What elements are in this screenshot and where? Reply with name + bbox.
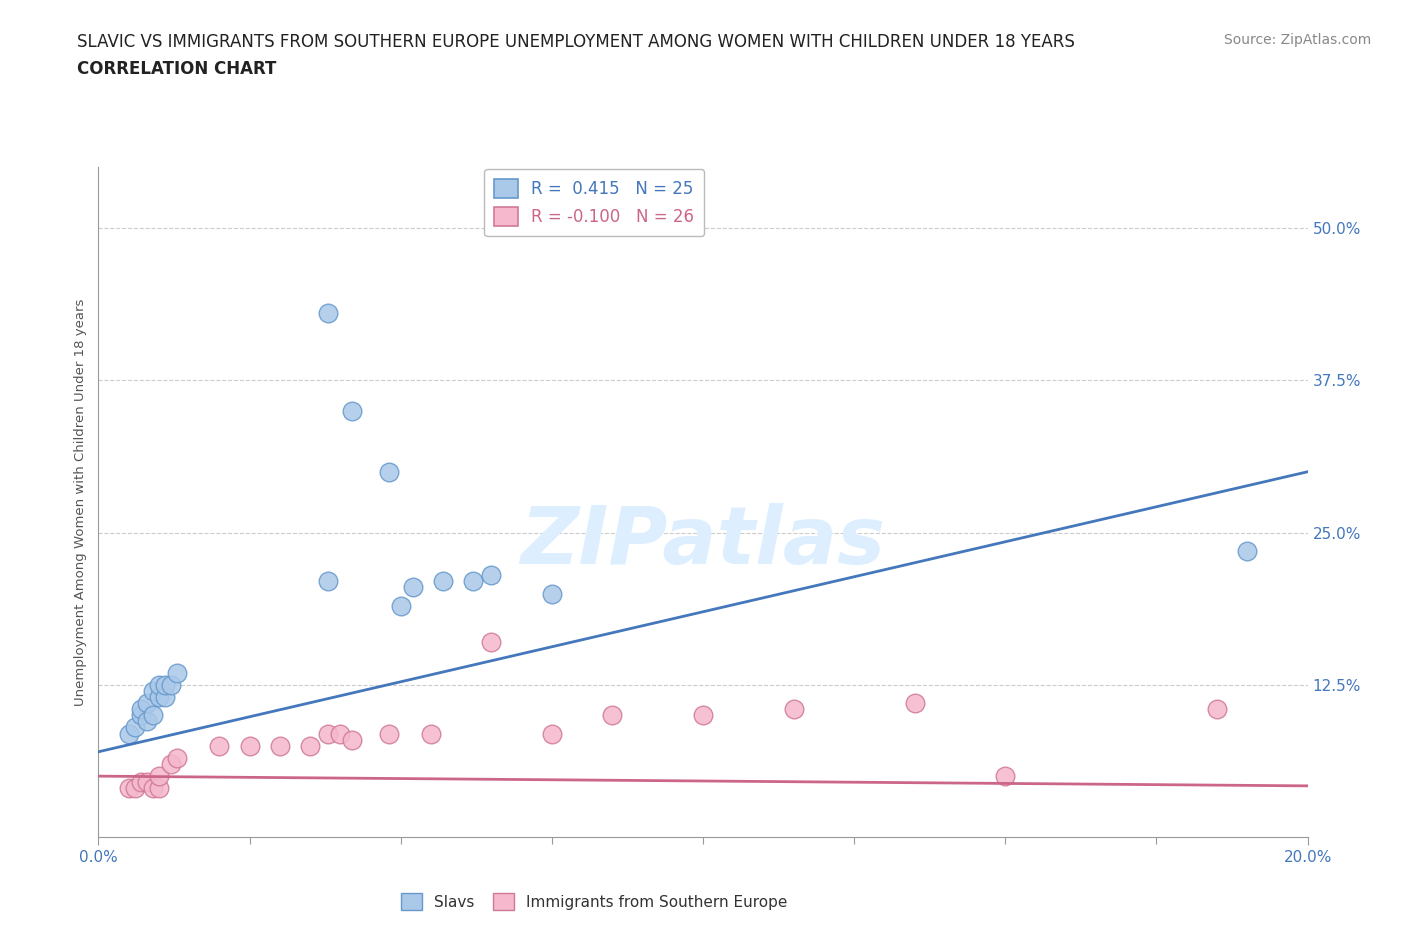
- Point: [994, 769, 1017, 784]
- Point: [239, 738, 262, 753]
- Point: [153, 689, 176, 704]
- Point: [540, 586, 562, 601]
- Point: [692, 708, 714, 723]
- Point: [153, 677, 176, 692]
- Point: [269, 738, 291, 753]
- Point: [124, 720, 146, 735]
- Point: [148, 689, 170, 704]
- Point: [148, 677, 170, 692]
- Point: [166, 751, 188, 765]
- Point: [481, 635, 503, 650]
- Point: [904, 696, 927, 711]
- Point: [148, 781, 170, 796]
- Point: [166, 665, 188, 680]
- Point: [782, 702, 804, 717]
- Point: [129, 708, 152, 723]
- Point: [208, 738, 231, 753]
- Point: [402, 580, 425, 595]
- Point: [540, 726, 562, 741]
- Point: [124, 781, 146, 796]
- Point: [118, 726, 141, 741]
- Point: [118, 781, 141, 796]
- Point: [377, 726, 399, 741]
- Point: [129, 702, 152, 717]
- Point: [419, 726, 441, 741]
- Point: [342, 732, 364, 747]
- Y-axis label: Unemployment Among Women with Children Under 18 years: Unemployment Among Women with Children U…: [75, 299, 87, 706]
- Text: ZIPatlas: ZIPatlas: [520, 503, 886, 581]
- Point: [389, 598, 412, 613]
- Point: [160, 756, 183, 771]
- Point: [377, 464, 399, 479]
- Text: SLAVIC VS IMMIGRANTS FROM SOUTHERN EUROPE UNEMPLOYMENT AMONG WOMEN WITH CHILDREN: SLAVIC VS IMMIGRANTS FROM SOUTHERN EUROP…: [77, 33, 1076, 50]
- Point: [602, 708, 624, 723]
- Point: [342, 404, 364, 418]
- Point: [160, 677, 183, 692]
- Point: [129, 775, 152, 790]
- Point: [463, 574, 485, 589]
- Text: CORRELATION CHART: CORRELATION CHART: [77, 60, 277, 78]
- Point: [329, 726, 352, 741]
- Text: Source: ZipAtlas.com: Source: ZipAtlas.com: [1223, 33, 1371, 46]
- Point: [1236, 543, 1258, 558]
- Legend: Slavs, Immigrants from Southern Europe: Slavs, Immigrants from Southern Europe: [395, 886, 794, 916]
- Point: [481, 568, 503, 583]
- Point: [299, 738, 322, 753]
- Point: [316, 574, 339, 589]
- Point: [1206, 702, 1229, 717]
- Point: [142, 708, 165, 723]
- Point: [142, 684, 165, 698]
- Point: [316, 726, 339, 741]
- Point: [148, 769, 170, 784]
- Point: [432, 574, 454, 589]
- Point: [135, 714, 157, 729]
- Point: [135, 696, 157, 711]
- Point: [135, 775, 157, 790]
- Point: [316, 306, 339, 321]
- Point: [142, 781, 165, 796]
